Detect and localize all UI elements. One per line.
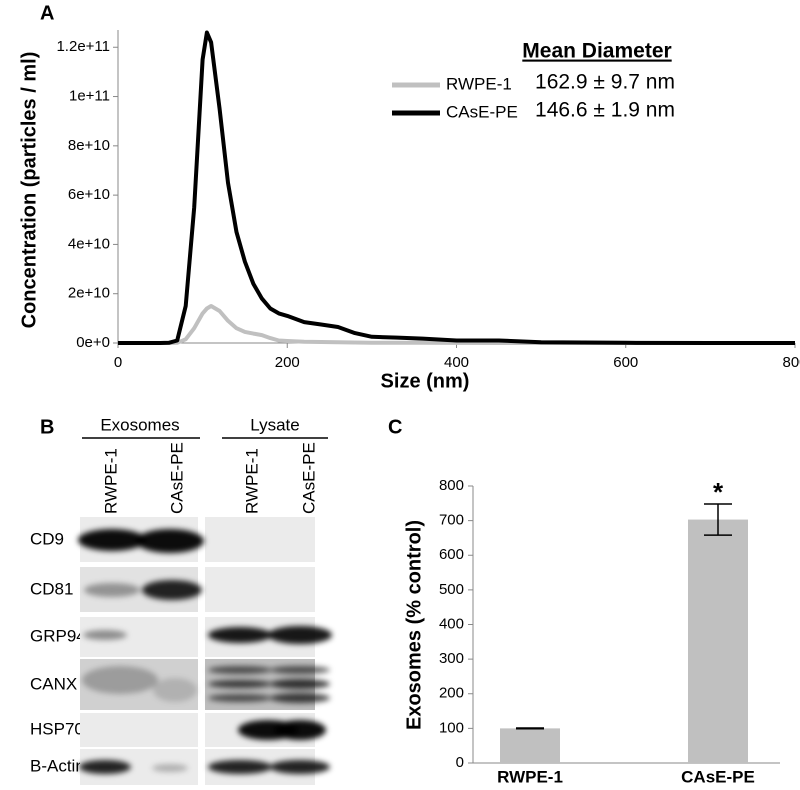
y-axis-title: Exosomes (% control) — [403, 520, 425, 730]
y-tick-label: 2e+10 — [68, 285, 110, 302]
x-tick-label: 400 — [444, 354, 469, 371]
line-series — [118, 30, 795, 345]
y-tick-label: 4e+10 — [68, 235, 110, 252]
y-tick-label: 800 — [439, 477, 464, 494]
y-tick-label: 600 — [439, 546, 464, 563]
blot-bands — [78, 529, 332, 774]
group-label: Exosomes — [100, 415, 179, 434]
x-tick-label: CAsE-PE — [681, 767, 755, 786]
x-axis-title: Size (nm) — [381, 370, 470, 392]
y-tick-label: 400 — [439, 615, 464, 632]
group-label: Lysate — [250, 415, 299, 434]
y-axis-title: Concentration (particles / ml) — [18, 52, 40, 329]
bar — [688, 519, 748, 763]
error-bar — [704, 503, 732, 536]
row-label: GRP94 — [30, 626, 86, 645]
lane-label: RWPE-1 — [242, 448, 261, 514]
line-series — [118, 304, 795, 345]
y-tick-label: 8e+10 — [68, 137, 110, 154]
panel-label: A — [40, 2, 54, 24]
blot: Exosomes Lysate RWPE-1 CAsE-PE RWPE-1 CA… — [30, 415, 332, 785]
legend-annotation: 146.6 ± 1.9 nm — [535, 99, 675, 122]
row-label: CD81 — [30, 579, 73, 598]
significance-mark: * — [713, 477, 724, 507]
legend-label: RWPE-1 — [446, 74, 512, 93]
y-tick-label: 0 — [456, 754, 464, 771]
x-tick-label: 800 — [782, 354, 800, 371]
y-tick-label: 700 — [439, 512, 464, 529]
y-tick-label: 0e+0 — [76, 334, 110, 351]
y-tick-label: 500 — [439, 581, 464, 598]
y-tick-label: 200 — [439, 685, 464, 702]
lane-label: CAsE-PE — [299, 442, 318, 514]
legend-annotation: 162.9 ± 9.7 nm — [535, 71, 675, 94]
y-tick-label: 300 — [439, 650, 464, 667]
bar — [500, 728, 560, 763]
row-label: B-Actin — [30, 756, 85, 775]
lane-label: RWPE-1 — [101, 448, 120, 514]
row-label: HSP70 — [30, 719, 84, 738]
error-bar — [516, 727, 544, 730]
legend-title: Mean Diameter — [522, 40, 671, 63]
legend-label: CAsE-PE — [446, 102, 518, 121]
y-tick-label: 6e+10 — [68, 186, 110, 203]
blot-backgrounds — [80, 517, 315, 785]
panel-label: C — [388, 416, 402, 438]
row-label: CD9 — [30, 529, 64, 548]
panel-label: B — [40, 416, 54, 438]
x-tick-label: RWPE-1 — [497, 767, 563, 786]
y-tick-label: 100 — [439, 719, 464, 736]
y-tick-label: 1e+11 — [69, 88, 110, 105]
row-label: CANX — [30, 674, 77, 693]
y-tick-label: 1.2e+11 — [56, 38, 110, 55]
lane-label: CAsE-PE — [167, 442, 186, 514]
x-tick-label: 200 — [275, 354, 300, 371]
x-tick-label: 0 — [114, 354, 122, 371]
x-tick-label: 600 — [613, 354, 638, 371]
